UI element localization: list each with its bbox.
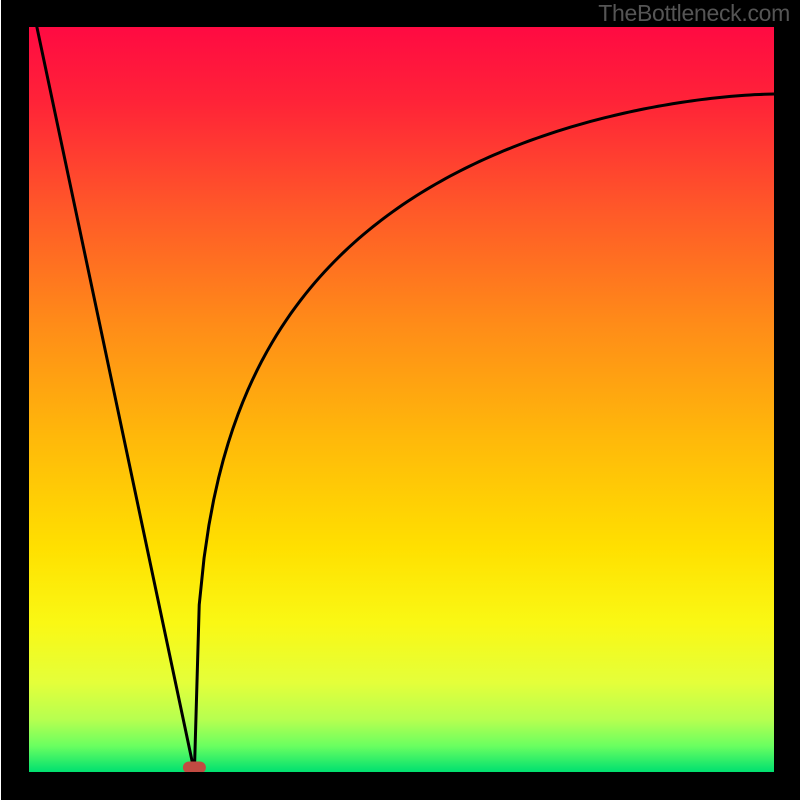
minimum-marker — [183, 762, 206, 774]
plot-background — [29, 27, 774, 772]
bottleneck-chart — [0, 0, 800, 800]
chart-container: { "watermark": "TheBottleneck.com", "cha… — [0, 0, 800, 800]
watermark-text: TheBottleneck.com — [598, 0, 790, 27]
